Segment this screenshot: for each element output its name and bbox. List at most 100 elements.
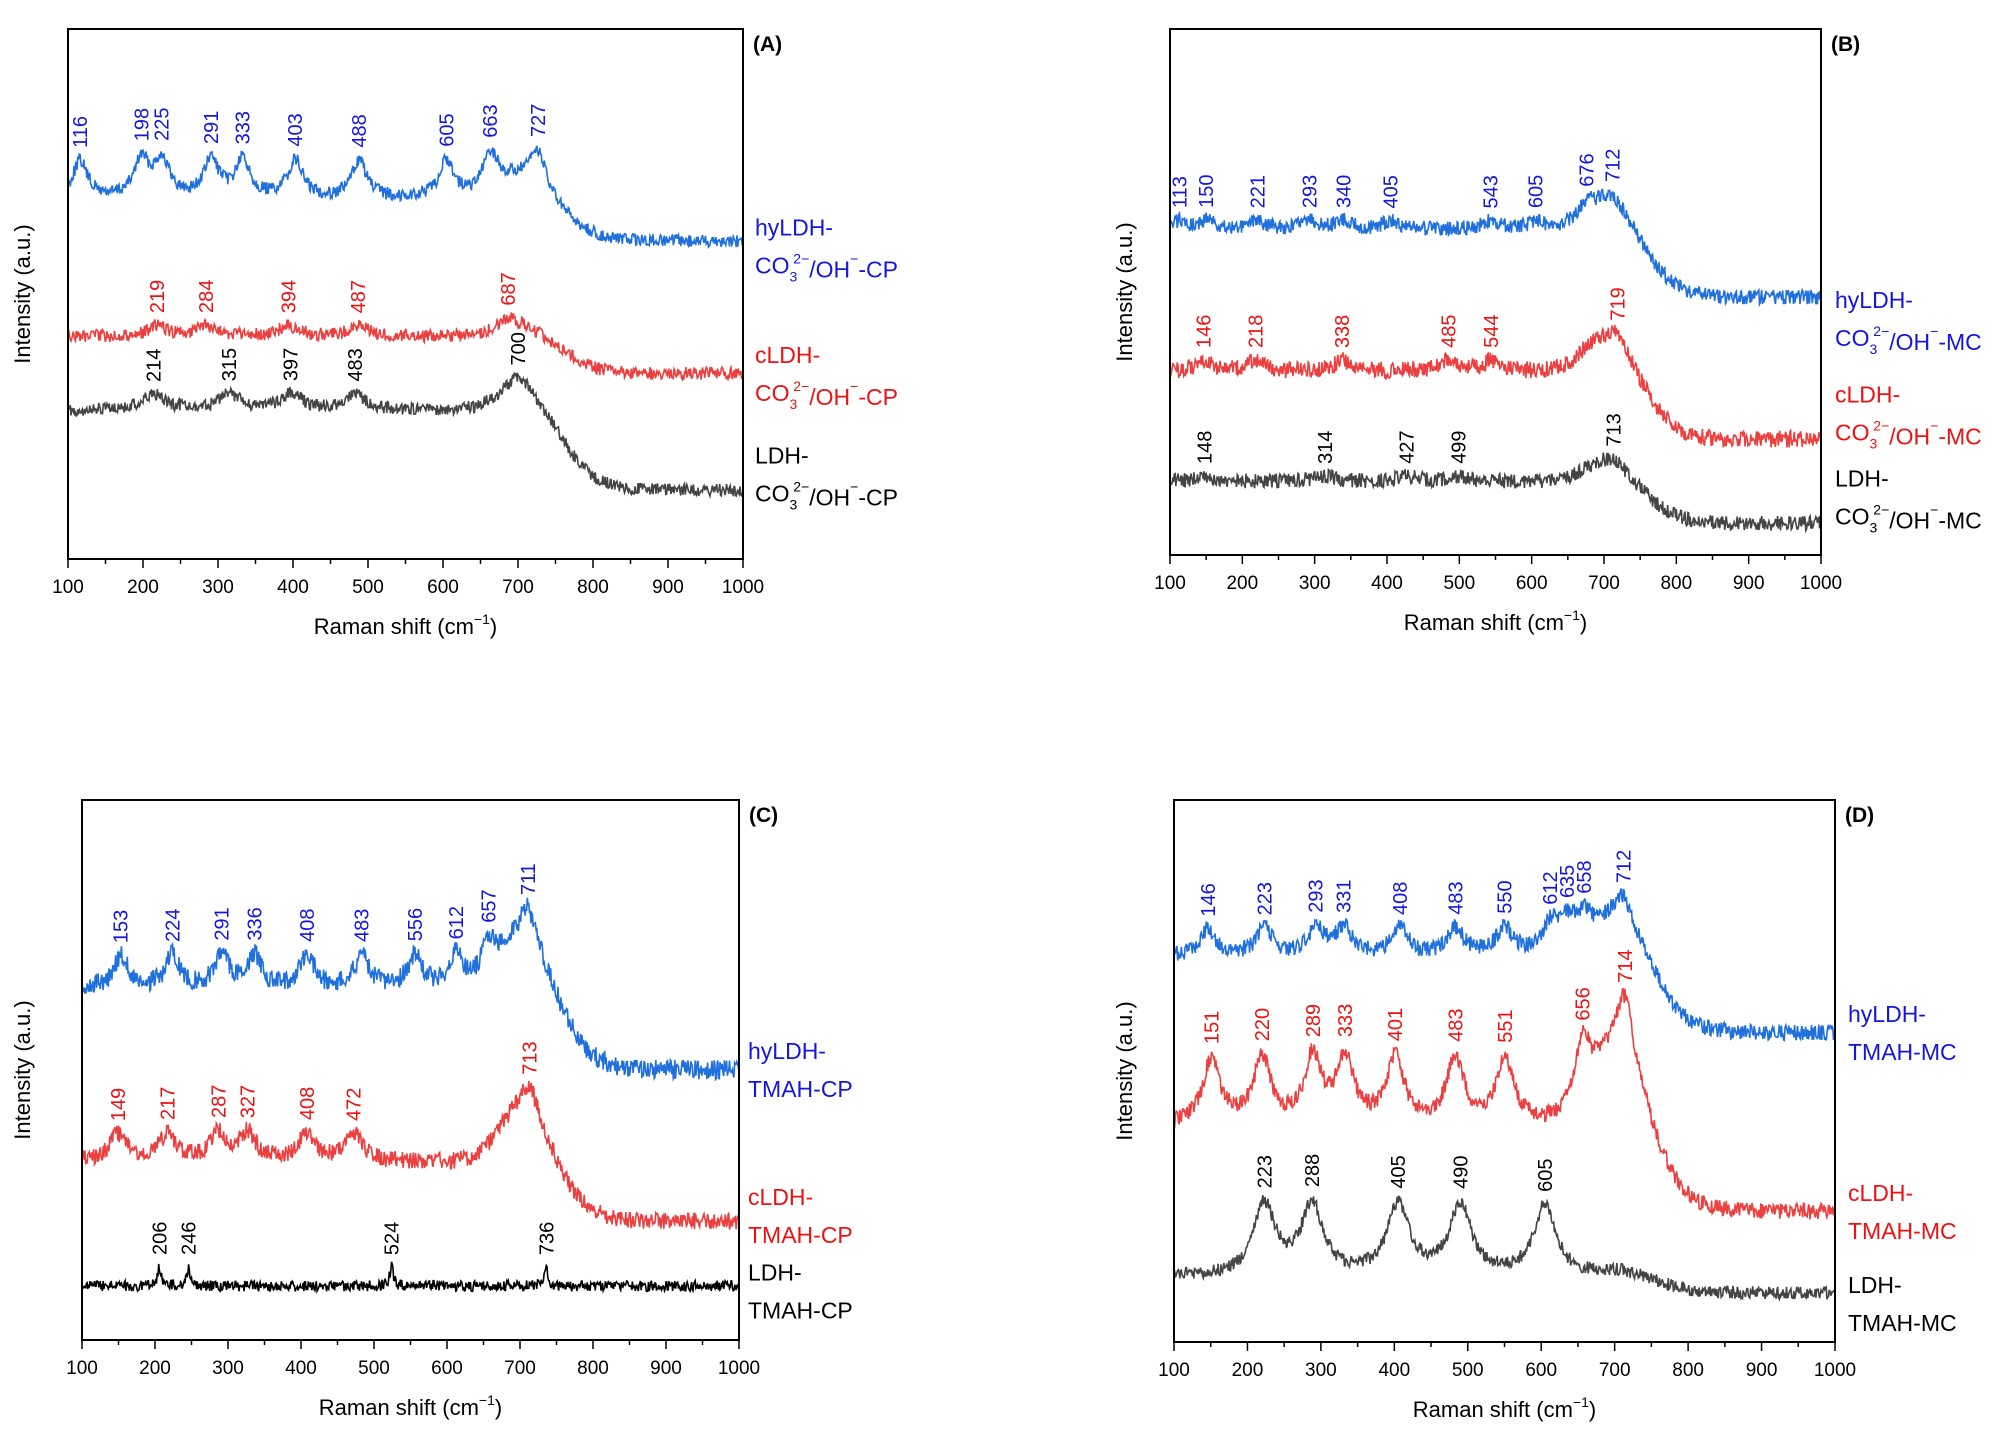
legend-text-part: CO [755, 380, 790, 406]
legend-line1: hyLDH- [1848, 1001, 1926, 1027]
x-tick-label: 1000 [1800, 573, 1842, 594]
legend-line2: TMAH-CP [748, 1076, 853, 1102]
peak-label: 483 [352, 909, 374, 942]
x-label-superscript: −1 [479, 1392, 495, 1408]
x-axis-label: Raman shift (cm−1) [319, 1392, 502, 1420]
legend-text-part: 2− [793, 479, 809, 495]
legend-text-part: 3 [790, 497, 798, 513]
legend-text-part: TMAH-CP [748, 1076, 853, 1102]
legend-text-part: TMAH-MC [1848, 1039, 1957, 1065]
legend-line2: CO3 2−/OH−-MC [1835, 502, 1982, 536]
peak-label: 483 [1445, 1008, 1467, 1041]
legend-text-part: − [1930, 323, 1938, 339]
x-label-close: ) [1589, 1397, 1596, 1422]
peak-label: 220 [1252, 1008, 1274, 1041]
peak-label: 408 [297, 1087, 319, 1120]
legend-text-part: -MC [1938, 423, 1981, 449]
x-tick-label: 800 [577, 577, 609, 598]
x-tick-label: 400 [277, 577, 309, 598]
spectrum-line-1 [81, 897, 740, 1082]
peak-label: 700 [508, 332, 530, 365]
panel-label: (B) [1831, 33, 1860, 56]
x-tick-label: 500 [352, 577, 384, 598]
peak-label: 605 [1525, 175, 1547, 208]
x-axis-label: Raman shift (cm−1) [1413, 1394, 1596, 1422]
peak-label: 605 [437, 113, 459, 146]
x-tick-label: 300 [1299, 573, 1331, 594]
x-tick-label: 100 [1158, 1360, 1190, 1381]
legend-line2: CO3 2−/OH−-MC [1835, 417, 1982, 451]
spectrum-line-2 [1169, 324, 1822, 449]
legend-line1: hyLDH- [1835, 287, 1913, 313]
peak-label: 246 [179, 1222, 201, 1255]
legend-line1: LDH- [1835, 466, 1889, 492]
spectrum-line-2 [81, 1080, 740, 1230]
peak-label: 223 [1254, 882, 1276, 915]
peak-label: 116 [70, 116, 92, 148]
peak-label: 405 [1388, 1155, 1410, 1188]
spectrum-line-1 [1173, 888, 1836, 1042]
legend-line1: hyLDH- [748, 1038, 826, 1064]
legend-text-part: 3 [790, 269, 798, 285]
legend-text-part: 2− [1873, 502, 1889, 518]
legend-text-part: CO [755, 481, 790, 507]
peak-label: 149 [108, 1088, 130, 1121]
y-axis-label: Intensity (a.u.) [1112, 1001, 1137, 1140]
legend-line1: cLDH- [748, 1184, 813, 1210]
panel-c: 153 224 291 336 408 483 556 612 657 711 hyLDH- TMAH… [10, 799, 853, 1420]
peak-label: 656 [1572, 987, 1594, 1020]
peak-label: 293 [1300, 175, 1322, 208]
y-axis-label: Intensity (a.u.) [1112, 222, 1137, 361]
legend-text-part: − [1930, 417, 1938, 433]
x-axis-label: Raman shift (cm−1) [314, 611, 497, 639]
legend-text-part: CO [1835, 325, 1870, 351]
x-label-main: Raman shift (cm [319, 1395, 479, 1420]
peak-label: 151 [1201, 1011, 1223, 1044]
legend-text-part: − [850, 378, 858, 394]
legend-text-part: TMAH-MC [1848, 1310, 1957, 1336]
plot-frame [81, 799, 740, 1341]
peak-label: 287 [209, 1085, 231, 1118]
legend-text-part: /OH [809, 485, 850, 511]
legend-text-part: 3 [1870, 520, 1878, 536]
peak-label: 289 [1303, 1004, 1325, 1037]
legend-line1: hyLDH- [755, 215, 833, 241]
x-tick-label: 500 [1443, 573, 1475, 594]
x-tick-label: 900 [1746, 1360, 1778, 1381]
x-tick-label: 100 [1154, 573, 1186, 594]
legend-text-part: − [850, 251, 858, 267]
peak-label: 658 [1574, 860, 1596, 893]
peak-label: 499 [1449, 430, 1471, 463]
x-tick-label: 400 [1371, 573, 1403, 594]
panel-label: (C) [749, 804, 778, 827]
x-tick-label: 300 [202, 577, 234, 598]
legend-line2: TMAH-MC [1848, 1218, 1957, 1244]
panel-label: (A) [753, 33, 782, 56]
peak-label: 223 [1254, 1155, 1276, 1188]
peak-label: 224 [163, 909, 185, 942]
legend-line2: TMAH-CP [748, 1222, 853, 1248]
legend-text-part: 2− [793, 378, 809, 394]
legend-line2: CO3 2−/OH−-CP [755, 378, 898, 412]
legend-line1: LDH- [755, 443, 809, 469]
legend-text-part: CO [1835, 504, 1870, 530]
peak-label: 218 [1245, 315, 1267, 348]
peak-label: 524 [382, 1222, 404, 1255]
peak-label: 394 [279, 280, 301, 313]
peak-label: 714 [1615, 949, 1637, 982]
legend-line1: LDH- [1848, 1272, 1902, 1298]
peak-label: 490 [1450, 1156, 1472, 1189]
peak-label: 487 [348, 280, 370, 313]
spectrum-line-3 [81, 1261, 740, 1295]
legend-text-part: 2− [1873, 323, 1889, 339]
x-tick-label: 500 [1452, 1360, 1484, 1381]
legend-text-part: /OH [809, 257, 850, 283]
x-tick-label: 900 [1733, 573, 1765, 594]
legend-text-part: TMAH-CP [748, 1222, 853, 1248]
spectrum-line-3 [1173, 1195, 1836, 1302]
legend-text-part: /OH [1889, 508, 1930, 534]
x-tick-label: 800 [577, 1358, 609, 1379]
peak-label: 483 [345, 348, 367, 381]
x-tick-label: 1000 [718, 1358, 760, 1379]
